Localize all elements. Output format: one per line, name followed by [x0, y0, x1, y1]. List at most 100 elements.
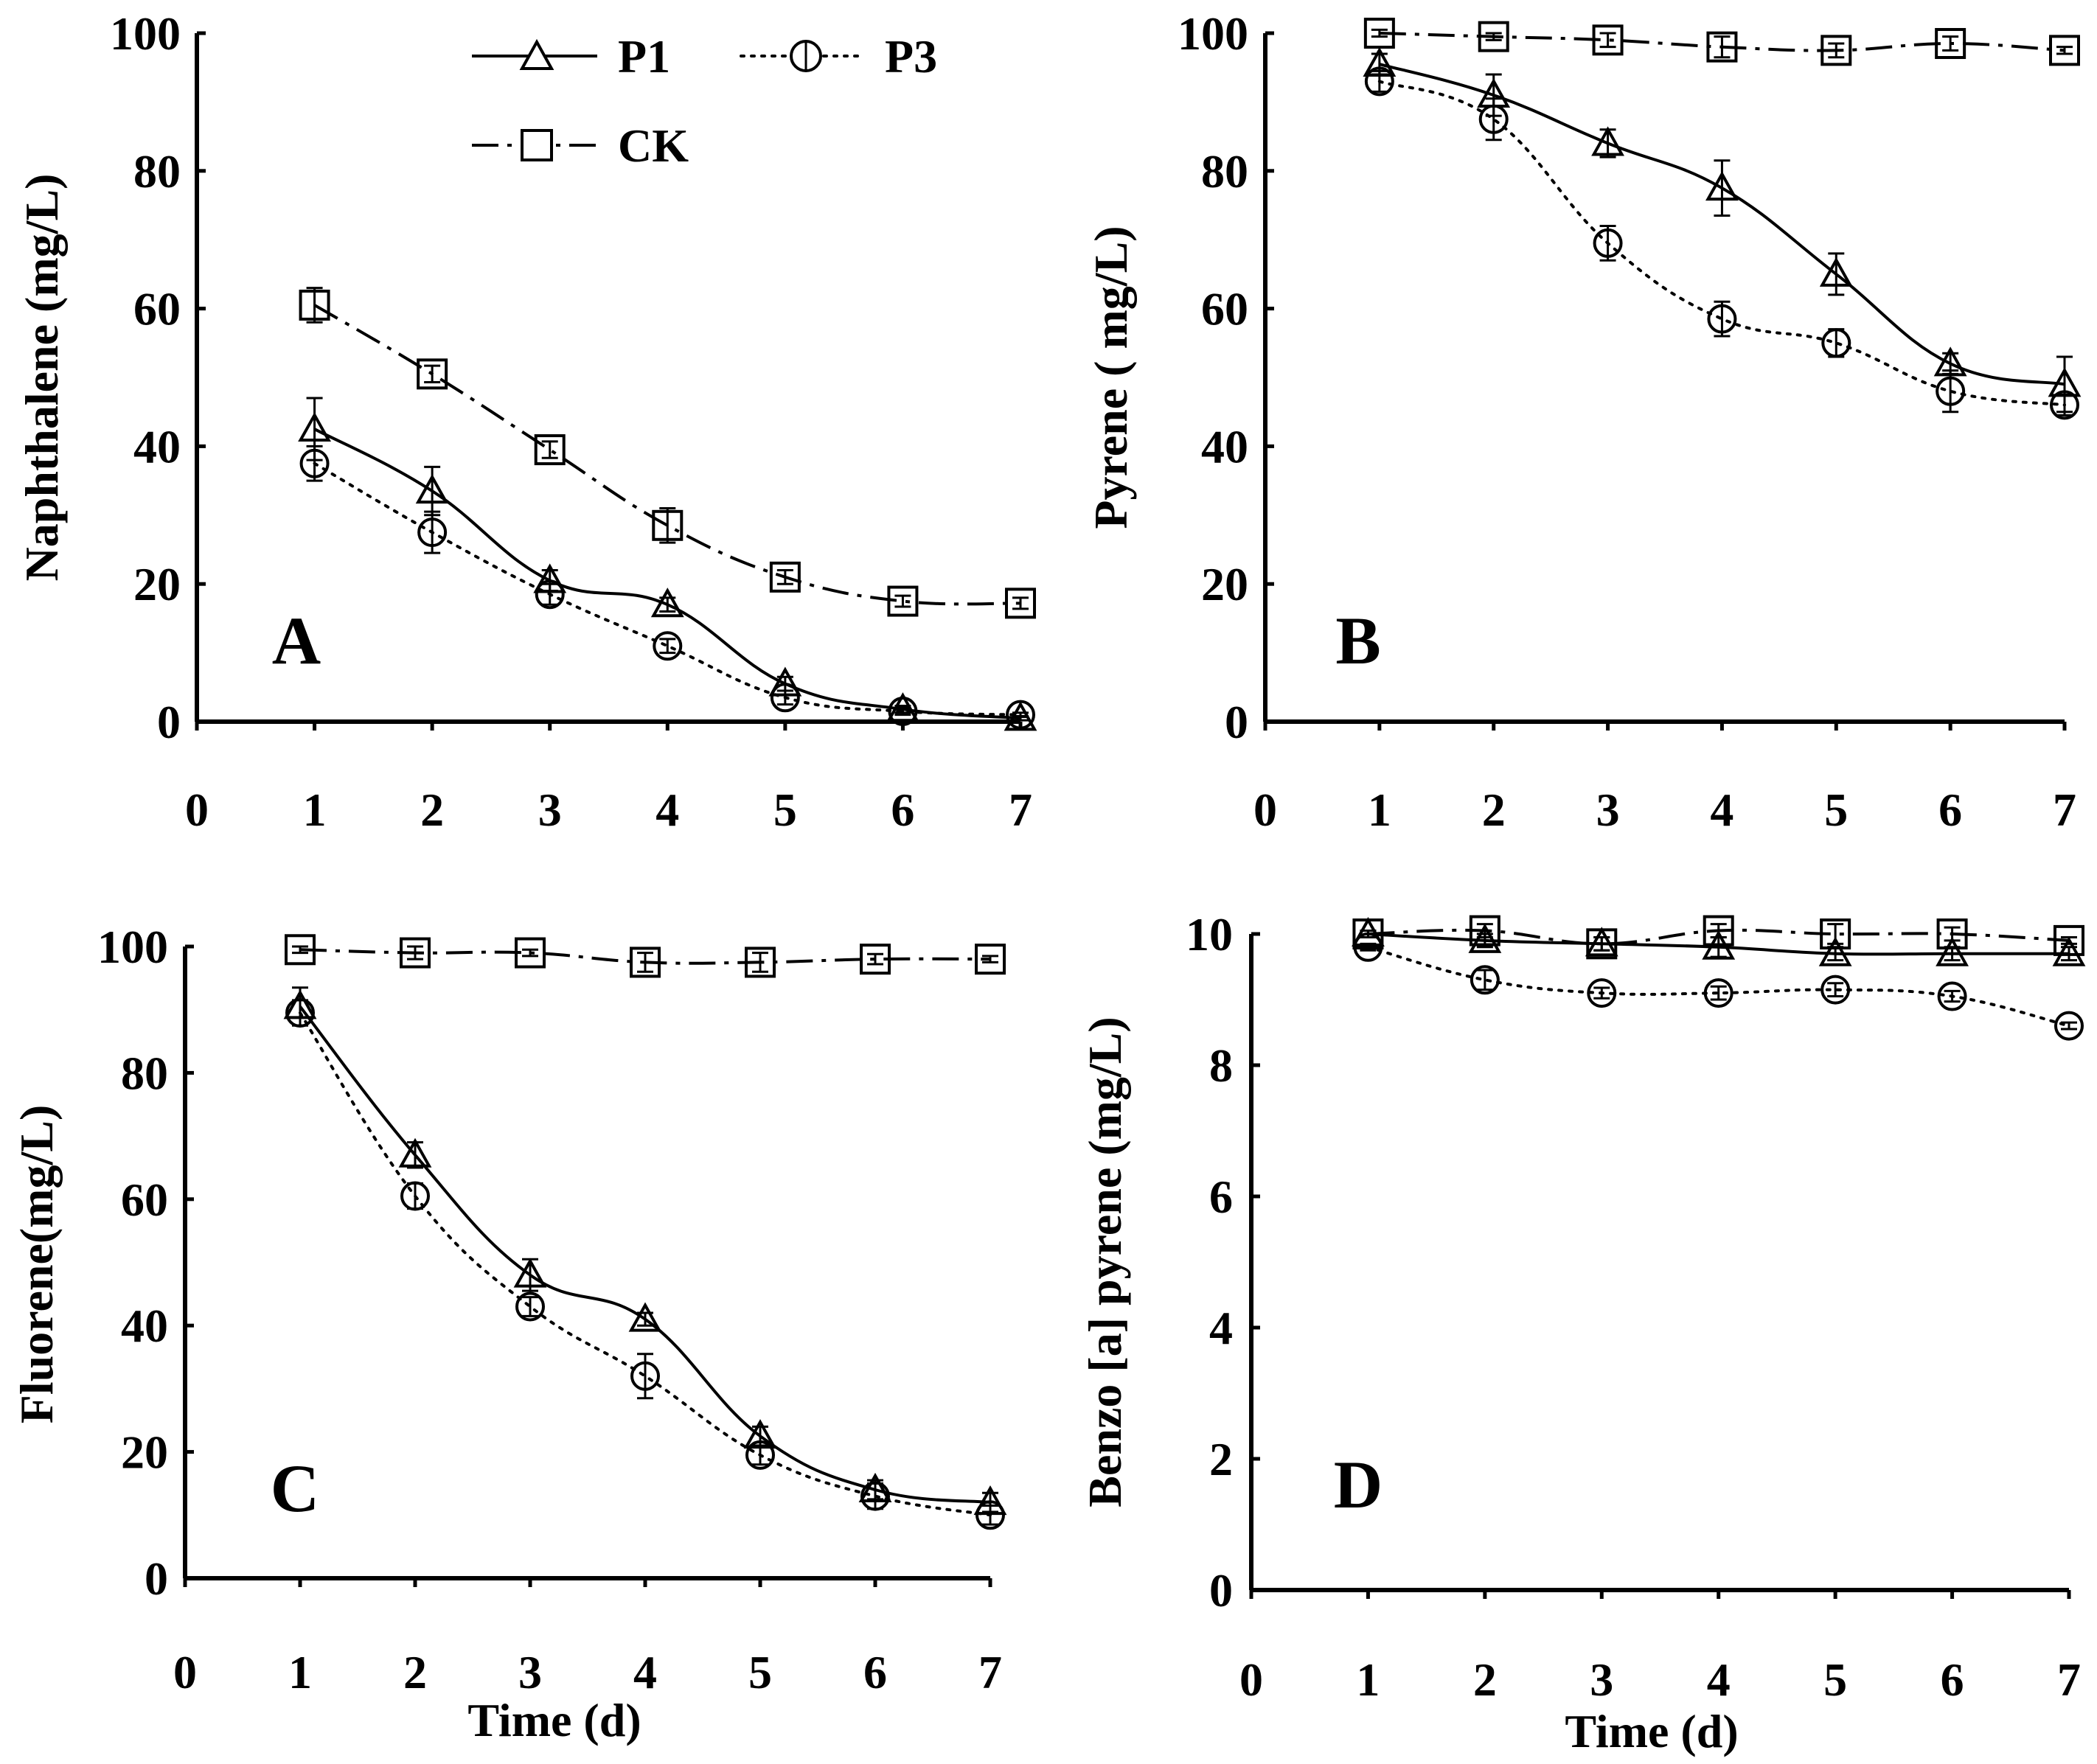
- legend-label-p1: P1: [618, 30, 670, 83]
- panel-d-y-tick-label: 10: [1186, 908, 1233, 961]
- panel-b-x-tick-label: 1: [1368, 784, 1391, 836]
- panel-c-x-tick-label: 5: [748, 1646, 772, 1698]
- panel-c-x-tick-label: 3: [518, 1646, 542, 1698]
- panel-b-point-p1: [1933, 346, 1967, 377]
- panel-b-point-p1: [1363, 46, 1397, 77]
- panel-c-series-p3: [285, 997, 1005, 1530]
- panel-a-x-tick-label: 0: [185, 784, 209, 836]
- panel-b-y-tick-label: 20: [1201, 558, 1248, 610]
- panel-a-y-tick-label: 100: [110, 7, 181, 60]
- panel-d-x-tick-label: 3: [1590, 1653, 1613, 1706]
- panel-c-y-tick-label: 40: [121, 1300, 168, 1352]
- legend-label-ck: CK: [618, 119, 689, 172]
- panel-a-series-p1: [298, 397, 1037, 731]
- panel-b-y-axis-title: Pyrene ( mg/L): [1085, 226, 1137, 529]
- panel-c-y-tick-label: 80: [121, 1047, 168, 1099]
- panel-a-x-tick-label: 5: [773, 784, 797, 836]
- panel-d-y-tick-label: 2: [1209, 1433, 1233, 1485]
- panel-b-ticks: 0 20 40 60 80 100 0 1 2 3 4 5 6 7: [1178, 7, 2076, 836]
- legend: P1 P3 CK: [472, 30, 937, 172]
- panel-b-point-ck: [1592, 24, 1624, 56]
- legend-item-ck: CK: [472, 119, 689, 172]
- panel-b-x-tick-label: 5: [1824, 784, 1848, 836]
- panel-b-point-p1: [1705, 171, 1739, 201]
- panel-c-line-p1: [299, 1005, 991, 1505]
- panel-a-point-p1: [768, 666, 802, 697]
- panel-b-series-ck: [1363, 18, 2080, 66]
- panel-d-point-p3: [1820, 975, 1851, 1005]
- legend-triangle-icon: [519, 38, 554, 70]
- panel-b-point-ck: [2049, 35, 2080, 66]
- panel-c-point-p1: [973, 1485, 1007, 1516]
- panel-c-series: [283, 934, 1007, 1530]
- panel-a-point-ck: [887, 585, 919, 617]
- panel-b-point-ck: [1820, 35, 1852, 66]
- panel-a-x-tick-label: 4: [655, 784, 679, 836]
- panel-a-point-ck: [1005, 588, 1036, 619]
- panel-c-point-p1: [743, 1419, 777, 1449]
- panel-b-point-p1: [1591, 126, 1624, 156]
- panel-b-point-p3: [1707, 304, 1737, 334]
- panel-b-point-p1: [2048, 367, 2082, 397]
- panel-d-point-p1: [1702, 930, 1736, 960]
- panel-b-point-ck: [1478, 21, 1509, 52]
- panel-d-x-tick-label: 5: [1823, 1653, 1847, 1706]
- panel-a-point-p1: [415, 474, 449, 504]
- panel-c-line-p3: [299, 1011, 992, 1517]
- panel-d-y-tick-label: 0: [1209, 1564, 1233, 1617]
- panel-b-y-tick-label: 60: [1201, 283, 1248, 335]
- panel-d-series-p1: [1352, 916, 2086, 966]
- panel-a-x-tick-label: 7: [1009, 784, 1032, 836]
- panel-b-y-tick-label: 80: [1201, 145, 1248, 198]
- panel-c-point-p1: [628, 1302, 662, 1332]
- legend-item-p1: P1: [472, 30, 670, 83]
- panel-c-point-p1: [398, 1137, 432, 1168]
- panel-b: 0 20 40 60 80 100 0 1 2 3 4 5 6 7 Pyrene ( mg/L) B: [1085, 7, 2082, 836]
- panel-c-letter: C: [271, 1451, 319, 1526]
- panel-d-point-p1: [1352, 916, 1385, 947]
- panel-c-point-ck: [285, 934, 316, 966]
- panel-c-x-tick-label: 0: [173, 1646, 197, 1698]
- panel-c-x-tick-label: 6: [863, 1646, 887, 1698]
- panel-a-line-ck: [313, 304, 1021, 606]
- panel-b-y-tick-label: 0: [1225, 696, 1248, 748]
- panel-c-series-p1: [283, 986, 1007, 1516]
- panel-a-line-p1: [313, 428, 1021, 720]
- panel-d-x-tick-label: 6: [1941, 1653, 1964, 1706]
- panel-c-ticks: 0 20 40 60 80 100 0 1 2 3 4 5 6 7: [97, 921, 1002, 1698]
- panel-c-point-p1: [513, 1258, 547, 1288]
- panel-d-x-tick-label: 1: [1356, 1653, 1380, 1706]
- panel-d-point-p1: [1468, 923, 1502, 953]
- panel-c-y-tick-label: 0: [145, 1552, 168, 1605]
- panel-b-point-ck: [1935, 28, 1966, 60]
- panel-c-y-tick-label: 60: [121, 1174, 168, 1226]
- panel-b-x-tick-label: 6: [1938, 784, 1962, 836]
- panel-c-x-axis-title: Time (d): [467, 1694, 641, 1746]
- panel-a-y-tick-label: 40: [133, 420, 181, 473]
- panel-d-series: [1352, 915, 2086, 1041]
- panel-d-point-p3: [1937, 981, 1967, 1011]
- panel-c: 0 20 40 60 80 100 0 1 2 3 4 5 6 7 Fluorene(mg/L) Time…: [10, 921, 1007, 1746]
- panel-a-point-p1: [533, 563, 567, 593]
- panel-d-point-p3: [2054, 1011, 2084, 1041]
- panel-d-x-tick-label: 2: [1473, 1653, 1497, 1706]
- panel-b-x-tick-label: 4: [1710, 784, 1733, 836]
- panel-d-point-p1: [1585, 927, 1618, 957]
- panel-c-point-ck: [745, 947, 776, 978]
- legend-square-icon: [521, 129, 553, 161]
- panel-d-x-axis-title: Time (d): [1565, 1705, 1738, 1757]
- panel-c-point-p1: [858, 1472, 892, 1503]
- panel-c-point-ck: [515, 937, 546, 969]
- panel-a-x-tick-label: 3: [538, 784, 562, 836]
- panel-c-point-p3: [515, 1291, 545, 1322]
- panel-a-series-ck: [299, 287, 1036, 619]
- panel-b-point-p1: [1819, 257, 1853, 287]
- panel-c-y-axis-title: Fluorene(mg/L): [10, 1105, 63, 1424]
- panel-a-letter: A: [272, 603, 321, 678]
- panel-d-point-p3: [1470, 965, 1500, 995]
- panel-b-point-p3: [1821, 328, 1851, 358]
- panel-c-point-ck: [400, 937, 431, 969]
